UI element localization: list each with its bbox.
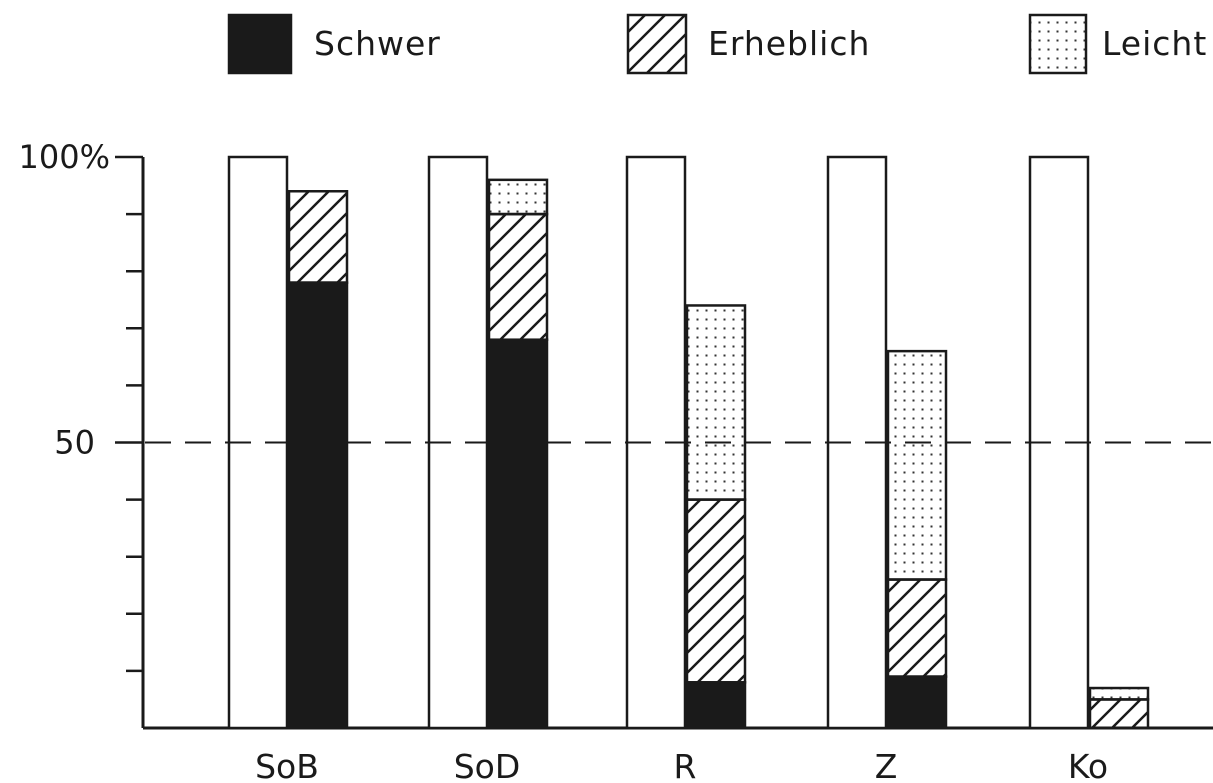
category-labels: SoB SoD R Z Ko <box>255 747 1108 783</box>
legend-label-leicht: Leicht <box>1102 24 1207 63</box>
bar-segment-sod-leicht <box>487 178 549 216</box>
category-label-ko: Ko <box>1068 747 1108 783</box>
bar-segment-ko-leicht <box>1088 686 1150 701</box>
bar-group-sod <box>427 155 549 730</box>
category-label-sob: SoB <box>255 747 319 783</box>
bar-segment-r-erheblich <box>685 498 747 684</box>
legend: Schwer Erheblich Leicht <box>227 13 1207 75</box>
category-label-z: Z <box>875 747 898 783</box>
bar-segment-sod-schwer <box>487 338 549 730</box>
bar-segment-sob-erheblich <box>287 190 349 284</box>
legend-swatch-schwer <box>227 13 293 75</box>
y-tick-label-100: 100% <box>19 138 110 176</box>
bar-segment-ko-erheblich <box>1088 698 1150 730</box>
y-tick-labels: 100% 50 <box>19 138 110 462</box>
legend-label-erheblich: Erheblich <box>708 24 870 63</box>
y-ticks <box>115 155 143 673</box>
bar-segment-r-schwer <box>685 681 747 730</box>
legend-swatch-leicht <box>1028 13 1088 75</box>
legend-label-schwer: Schwer <box>314 24 441 63</box>
category-label-sod: SoD <box>454 747 521 783</box>
y-tick-label-50: 50 <box>54 424 95 462</box>
legend-swatch-erheblich <box>626 13 688 75</box>
category-label-r: R <box>674 747 697 783</box>
bar-segment-sod-erheblich <box>487 212 549 341</box>
bar-segment-z-schwer <box>886 675 948 730</box>
bar-segment-sob-schwer <box>287 281 349 730</box>
bar-segment-z-erheblich <box>886 578 948 678</box>
bar-segment-z-leicht <box>886 349 948 581</box>
bar-segment-r-leicht <box>685 304 747 501</box>
